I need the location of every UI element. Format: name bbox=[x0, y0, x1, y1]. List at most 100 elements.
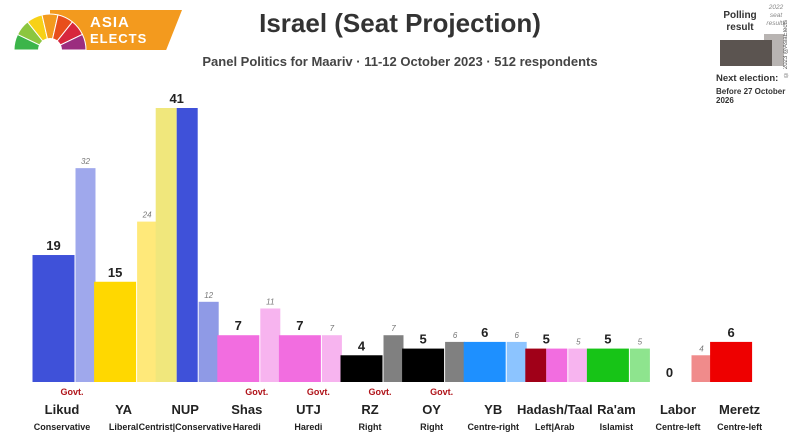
polling-value-label: 6 bbox=[727, 325, 734, 340]
previous-result-bar bbox=[629, 348, 650, 382]
legend: Polling result 2022 seat results bbox=[712, 4, 792, 104]
polling-value-label: 6 bbox=[481, 325, 488, 340]
asia-elects-logo: ASIA ELECTS bbox=[12, 10, 182, 50]
next-election-date: Before 27 October 2026 bbox=[716, 87, 786, 105]
polling-value-label: 7 bbox=[296, 318, 303, 333]
polling-bar bbox=[94, 281, 137, 382]
polling-bar bbox=[463, 341, 506, 382]
previous-result-bar bbox=[445, 341, 466, 382]
polling-value-label: 5 bbox=[543, 332, 550, 347]
party-name-label: OY bbox=[422, 402, 441, 417]
party-ideology-label: Centrist|Conservative bbox=[139, 422, 232, 432]
party-ideology-label: Right bbox=[420, 422, 443, 432]
previous-result-label: 11 bbox=[266, 297, 274, 306]
party-group: 5 5 Hadash/Taal Left|Arab bbox=[517, 332, 593, 432]
previous-result-label: 6 bbox=[514, 331, 519, 340]
polling-bar-segment bbox=[525, 348, 547, 382]
polling-value-label: 5 bbox=[419, 332, 426, 347]
party-group: 6 Meretz Centre-left bbox=[710, 325, 762, 432]
polling-value-label: 4 bbox=[358, 338, 366, 353]
polling-bar bbox=[402, 348, 445, 382]
previous-result-bar bbox=[568, 348, 589, 382]
previous-result-bar bbox=[321, 335, 342, 382]
polling-value-label: 5 bbox=[604, 332, 611, 347]
logo-text-elects: ELECTS bbox=[90, 31, 148, 46]
polling-bar bbox=[710, 341, 753, 382]
previous-result-bar bbox=[506, 341, 527, 382]
party-ideology-label: Conservative bbox=[34, 422, 91, 432]
polling-bar-segment bbox=[176, 108, 198, 382]
previous-result-label: 32 bbox=[81, 157, 90, 166]
previous-result-bar bbox=[75, 168, 96, 382]
polling-value-label: 41 bbox=[169, 91, 183, 106]
party-group: 4 0 Labor Centre-left bbox=[655, 344, 712, 432]
legend-previous-label: 2022 seat results bbox=[766, 4, 786, 27]
party-ideology-label: Centre-left bbox=[655, 422, 700, 432]
polling-bar bbox=[278, 335, 321, 382]
previous-result-label: 7 bbox=[391, 324, 396, 333]
govt-label: Govt. bbox=[307, 387, 330, 397]
polling-bar bbox=[217, 335, 260, 382]
previous-result-label: 4 bbox=[699, 344, 704, 353]
logo-fan-hub bbox=[38, 38, 62, 50]
previous-result-bar bbox=[383, 335, 404, 382]
party-name-label: UTJ bbox=[296, 402, 321, 417]
party-group: 5 5 Ra'am Islamist bbox=[586, 332, 650, 432]
previous-result-label: 12 bbox=[204, 291, 213, 300]
chart-title: Israel (Seat Projection) bbox=[259, 8, 541, 38]
legend-polling-label: Polling result bbox=[723, 10, 757, 33]
party-group: 32 19 Govt. Likud Conservative bbox=[32, 157, 96, 432]
party-name-label: Likud bbox=[45, 402, 80, 417]
party-ideology-label: Right bbox=[359, 422, 382, 432]
previous-result-label: 5 bbox=[576, 338, 581, 347]
previous-result-label: 6 bbox=[453, 331, 458, 340]
party-name-label: Meretz bbox=[719, 402, 761, 417]
previous-result-label: 5 bbox=[638, 338, 643, 347]
govt-label: Govt. bbox=[60, 387, 83, 397]
previous-result-label: 24 bbox=[142, 211, 152, 220]
polling-bar-segment bbox=[155, 108, 177, 382]
party-name-label: Hadash/Taal bbox=[517, 402, 593, 417]
logo-text-asia: ASIA bbox=[90, 14, 130, 31]
polling-value-label: 15 bbox=[108, 265, 122, 280]
govt-label: Govt. bbox=[430, 387, 453, 397]
polling-bar-segment bbox=[546, 348, 568, 382]
party-ideology-label: Haredi bbox=[294, 422, 322, 432]
previous-result-bar bbox=[691, 355, 712, 382]
party-group: 6 5 Govt. OY Right bbox=[402, 331, 466, 432]
party-name-label: YB bbox=[484, 402, 502, 417]
next-election-label: Next election: bbox=[716, 73, 779, 84]
party-ideology-label: Centre-right bbox=[467, 422, 519, 432]
party-group: 6 6 YB Centre-right bbox=[463, 325, 527, 432]
party-name-label: YA bbox=[115, 402, 132, 417]
polling-bar bbox=[340, 355, 383, 382]
legend-polling-swatch bbox=[720, 40, 772, 66]
party-name-label: Labor bbox=[660, 402, 696, 417]
polling-bar bbox=[32, 255, 75, 382]
party-ideology-label: Left|Arab bbox=[535, 422, 575, 432]
previous-result-bar bbox=[198, 301, 219, 382]
logo-fan-icon bbox=[13, 13, 87, 50]
party-name-label: Shas bbox=[231, 402, 262, 417]
polling-value-label: 7 bbox=[235, 318, 242, 333]
party-group: 24 15 YA Liberal bbox=[94, 211, 158, 432]
chart-subtitle: Panel Politics for Maariv · 11-12 Octobe… bbox=[202, 54, 598, 69]
govt-label: Govt. bbox=[368, 387, 391, 397]
polling-bar bbox=[586, 348, 629, 382]
party-group: 12 41 NUP Centrist|Conservative bbox=[139, 91, 232, 432]
previous-result-bar bbox=[137, 221, 158, 382]
party-ideology-label: Haredi bbox=[233, 422, 261, 432]
polling-value-label: 0 bbox=[666, 365, 673, 380]
party-ideology-label: Centre-left bbox=[717, 422, 762, 432]
party-name-label: RZ bbox=[361, 402, 378, 417]
party-name-label: Ra'am bbox=[597, 402, 636, 417]
govt-label: Govt. bbox=[245, 387, 268, 397]
previous-result-bar bbox=[260, 308, 281, 382]
party-ideology-label: Liberal bbox=[109, 422, 139, 432]
polling-value-label: 19 bbox=[46, 238, 60, 253]
party-group: 7 4 Govt. RZ Right bbox=[340, 324, 404, 432]
party-group: 11 7 Govt. Shas Haredi bbox=[217, 297, 281, 432]
party-name-label: NUP bbox=[171, 402, 199, 417]
party-ideology-label: Islamist bbox=[600, 422, 634, 432]
